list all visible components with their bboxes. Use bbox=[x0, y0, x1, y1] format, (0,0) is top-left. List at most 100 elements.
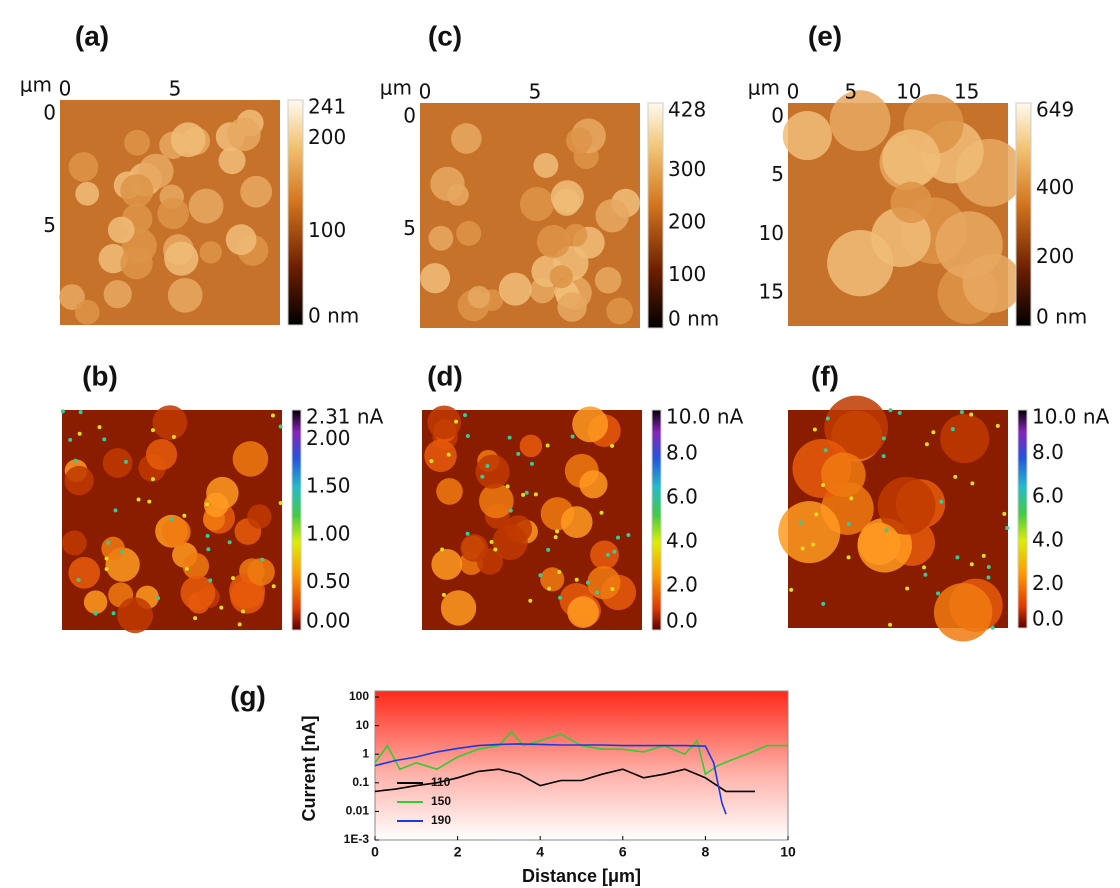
speck bbox=[102, 437, 106, 441]
colorbar-tick-label: 300 bbox=[668, 157, 706, 181]
y-tick-label: 10 bbox=[759, 221, 784, 245]
grain bbox=[821, 452, 866, 497]
speck bbox=[260, 558, 264, 562]
grain bbox=[226, 224, 257, 255]
speck bbox=[558, 596, 562, 600]
x-tick-label: 0 bbox=[371, 844, 379, 860]
speck bbox=[205, 502, 209, 506]
speck bbox=[279, 425, 283, 429]
speck bbox=[882, 436, 886, 440]
grain bbox=[420, 263, 450, 293]
colorbar-tick-label: 241 bbox=[308, 95, 346, 119]
speck bbox=[94, 612, 98, 616]
colorbar bbox=[292, 410, 301, 630]
y-tick-label: 0.01 bbox=[346, 804, 370, 818]
speck bbox=[801, 547, 805, 551]
speck bbox=[986, 576, 990, 580]
panel-label: (b) bbox=[82, 360, 118, 391]
grain bbox=[189, 189, 224, 224]
speck bbox=[112, 611, 116, 615]
speck bbox=[104, 556, 108, 560]
speck bbox=[219, 606, 223, 610]
speck bbox=[847, 555, 851, 559]
speck bbox=[509, 509, 513, 513]
y-tick-label: 1E-3 bbox=[344, 832, 370, 846]
colorbar bbox=[1016, 103, 1031, 326]
speck bbox=[571, 435, 575, 439]
x-tick-label: 10 bbox=[780, 844, 796, 860]
speck bbox=[555, 529, 559, 533]
speck bbox=[847, 522, 851, 526]
speck bbox=[185, 567, 189, 571]
speck bbox=[454, 420, 458, 424]
colorbar-tick-label: 0 nm bbox=[308, 304, 359, 328]
grain bbox=[200, 241, 222, 263]
grain bbox=[778, 501, 840, 563]
grain bbox=[146, 439, 177, 470]
grain bbox=[940, 414, 989, 463]
speck bbox=[885, 528, 889, 532]
y-tick-label: 5 bbox=[771, 162, 784, 186]
grain bbox=[567, 596, 599, 628]
grain bbox=[124, 130, 150, 156]
speck bbox=[888, 408, 892, 412]
colorbar-tick-label: 0.0 bbox=[666, 609, 698, 633]
speck bbox=[61, 409, 65, 413]
colorbar-tick-label: 428 bbox=[668, 98, 706, 122]
speck bbox=[508, 436, 512, 440]
grain bbox=[557, 292, 586, 321]
speck bbox=[79, 410, 83, 414]
speck bbox=[120, 550, 124, 554]
grain bbox=[240, 176, 272, 208]
x-tick-label: 0 bbox=[419, 80, 432, 104]
panel-label: (f) bbox=[811, 360, 839, 391]
speck bbox=[922, 565, 926, 569]
colorbar-tick-label: 10.0 nA bbox=[1032, 405, 1110, 429]
grain bbox=[827, 230, 893, 296]
legend-label: 150 bbox=[431, 794, 451, 808]
colorbar-tick-label: 2.0 bbox=[666, 573, 698, 597]
grain bbox=[227, 118, 260, 151]
speck bbox=[821, 483, 825, 487]
speck bbox=[106, 541, 110, 545]
legend-label: 110 bbox=[431, 775, 451, 789]
speck bbox=[936, 591, 940, 595]
speck bbox=[931, 430, 935, 434]
speck bbox=[610, 587, 614, 591]
colorbar-tick-label: 0 nm bbox=[1036, 305, 1087, 329]
speck bbox=[463, 413, 467, 417]
panel-label: (c) bbox=[428, 20, 462, 51]
speck bbox=[826, 416, 830, 420]
colorbar-tick-label: 1.50 bbox=[306, 474, 351, 498]
speck bbox=[238, 622, 242, 626]
speck bbox=[538, 573, 542, 577]
colorbar-tick-label: 8.0 bbox=[666, 441, 698, 465]
panel-label: (d) bbox=[427, 360, 463, 391]
grain bbox=[783, 111, 832, 160]
axis-unit: μm bbox=[20, 73, 52, 97]
grain bbox=[206, 477, 238, 509]
speck bbox=[1005, 526, 1009, 530]
speck bbox=[151, 428, 155, 432]
colorbar-tick-label: 100 bbox=[308, 218, 346, 242]
grain bbox=[153, 405, 188, 440]
speck bbox=[485, 464, 489, 468]
grain bbox=[69, 152, 99, 182]
colorbar-tick-label: 649 bbox=[1036, 98, 1074, 122]
speck bbox=[206, 547, 210, 551]
panel-label: (e) bbox=[808, 20, 842, 51]
speck bbox=[606, 553, 610, 557]
colorbar-tick-label: 0.00 bbox=[306, 609, 351, 633]
grain bbox=[595, 267, 621, 293]
speck bbox=[516, 452, 520, 456]
x-tick-label: 5 bbox=[845, 80, 858, 104]
speck bbox=[525, 491, 529, 495]
speck bbox=[78, 432, 82, 436]
grain bbox=[75, 300, 100, 325]
speck bbox=[241, 609, 245, 613]
x-tick-label: 2 bbox=[454, 844, 462, 860]
x-tick-label: 6 bbox=[619, 844, 627, 860]
colorbar bbox=[288, 100, 303, 325]
speck bbox=[77, 578, 81, 582]
speck bbox=[595, 590, 599, 594]
